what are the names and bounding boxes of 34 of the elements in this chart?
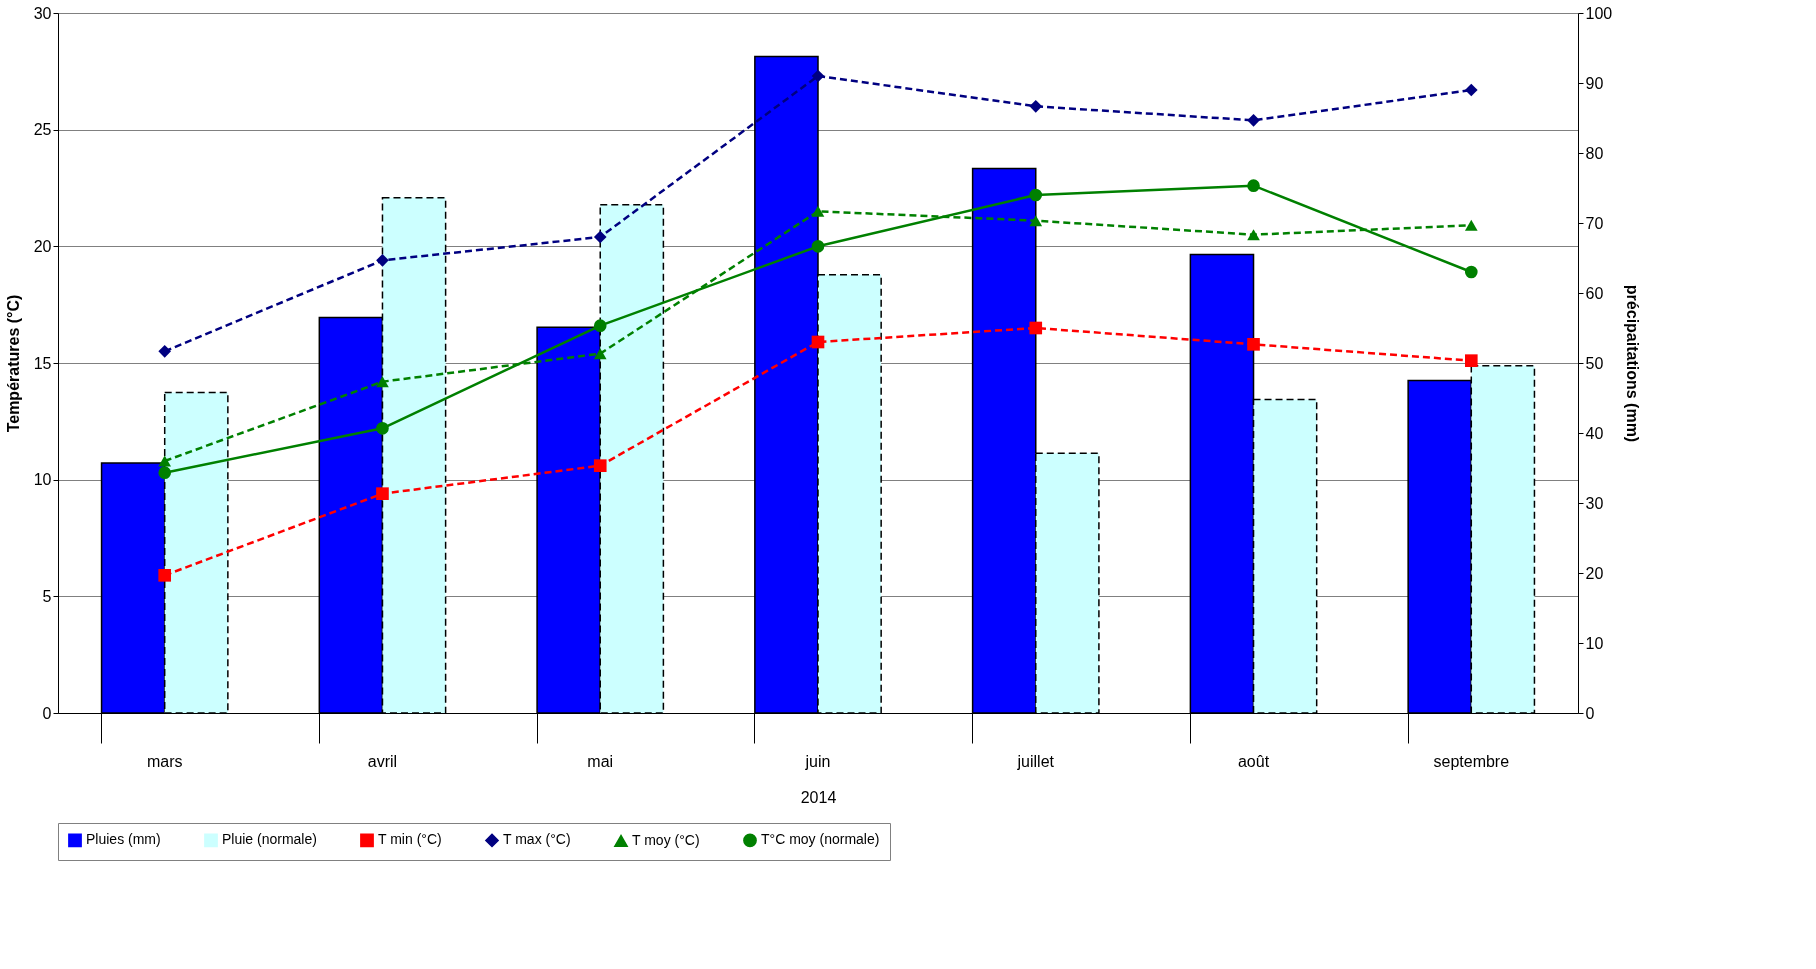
legend-label: Pluie (normale)	[222, 831, 317, 848]
legend-label: T max (°C)	[503, 831, 571, 848]
y-tick-label: 0	[42, 704, 52, 722]
x-tick-label: juillet	[1016, 752, 1055, 770]
y2-axis-title: précipaitations (mm)	[1624, 284, 1642, 443]
x-tick-label: avril	[367, 752, 398, 770]
y2-tick-label: 50	[1585, 354, 1604, 372]
y-tick-label: 25	[33, 121, 52, 139]
x-tick-label: mars	[146, 752, 183, 770]
legend-label: T min (°C)	[378, 831, 442, 848]
legend-label: T°C moy (normale)	[761, 831, 880, 848]
y2-tick-label: 0	[1585, 704, 1595, 722]
y-tick-label: 15	[33, 354, 52, 372]
y2-tick-label: 40	[1585, 424, 1604, 442]
x-tick-label: août	[1237, 752, 1270, 770]
y2-tick-label: 70	[1585, 214, 1604, 232]
legend-label: T moy (°C)	[632, 831, 700, 848]
y2-tick-label: 90	[1585, 74, 1604, 92]
y-axis-title: Températures (°C)	[4, 294, 22, 433]
legend-label: Pluies (mm)	[86, 831, 161, 848]
x-tick-label: mai	[587, 752, 614, 770]
y2-tick-label: 20	[1585, 564, 1604, 582]
y-tick-label: 5	[42, 587, 52, 605]
x-tick-label: juin	[804, 752, 831, 770]
y-tick-label: 20	[33, 237, 52, 255]
y2-tick-label: 80	[1585, 144, 1604, 162]
y2-tick-label: 60	[1585, 284, 1604, 302]
y2-tick-label: 10	[1585, 634, 1604, 652]
y-tick-label: 10	[33, 471, 52, 489]
x-axis-title: 2014	[800, 788, 837, 806]
y-tick-label: 30	[33, 4, 52, 22]
y2-tick-label: 100	[1585, 4, 1613, 22]
y2-tick-label: 30	[1585, 494, 1604, 512]
x-tick-label: septembre	[1433, 752, 1510, 770]
